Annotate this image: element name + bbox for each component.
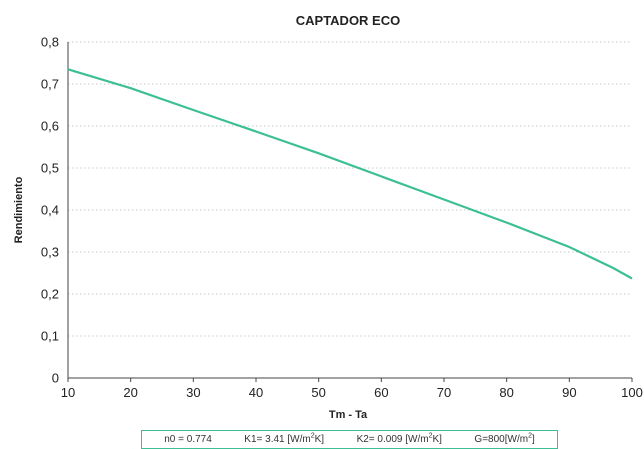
x-tick-label: 60 — [374, 385, 388, 400]
y-tick-label: 0,3 — [41, 245, 59, 260]
grid-lines — [68, 41, 632, 337]
param-g-end: ] — [531, 434, 535, 445]
y-tick-label: 0,1 — [41, 329, 59, 344]
x-tick-label: 30 — [186, 385, 200, 400]
param-g-text: G=800[W/m — [474, 434, 529, 445]
param-k2-end: K] — [432, 434, 442, 445]
param-k1-text: K1= 3.41 [W/m — [244, 434, 311, 445]
chart-title: CAPTADOR ECO — [296, 13, 400, 28]
param-k2-sup: 2 — [428, 432, 433, 440]
param-k2-text: K2= 0.009 [W/m — [356, 434, 429, 445]
series-line — [67, 68, 633, 280]
y-tick-label: 0 — [52, 371, 59, 386]
param-g: G=800[W/m2] — [474, 432, 535, 445]
series-layer — [67, 68, 633, 280]
x-tick-label: 20 — [123, 385, 137, 400]
param-k1-end: K] — [314, 434, 325, 445]
param-g-sup: 2 — [528, 432, 532, 440]
y-tick-label: 0,2 — [41, 287, 59, 302]
x-tick-label: 80 — [499, 385, 513, 400]
y-tick-label: 0,6 — [41, 119, 59, 134]
y-tick-labels: 0 0,1 0,2 0,3 0,4 0,5 0,6 0,7 0,8 — [41, 35, 59, 386]
x-tick-label: 70 — [437, 385, 451, 400]
y-axis-label: Rendimiento — [13, 176, 25, 243]
y-tick-label: 0,5 — [41, 161, 59, 176]
param-k1: K1= 3.41 [W/m2K] — [244, 432, 325, 445]
param-k1-sup: 2 — [310, 432, 315, 440]
x-tick-label: 10 — [61, 385, 75, 400]
x-tick-labels: 10 20 30 40 50 60 70 80 90 100 — [61, 378, 643, 400]
x-tick-label: 40 — [249, 385, 263, 400]
x-tick-label: 100 — [621, 385, 643, 400]
x-axis-label: Tm - Ta — [329, 409, 368, 421]
y-tick-label: 0,7 — [41, 77, 59, 92]
y-tick-label: 0,8 — [41, 35, 59, 50]
x-tick-label: 50 — [311, 385, 325, 400]
param-n0: n0 = 0.774 — [164, 434, 212, 445]
x-tick-label: 90 — [562, 385, 576, 400]
param-k2: K2= 0.009 [W/m2K] — [356, 432, 442, 445]
y-tick-label: 0,4 — [41, 203, 59, 218]
parameters-box: n0 = 0.774 K1= 3.41 [W/m2K] K2= 0.009 [W… — [141, 430, 558, 449]
